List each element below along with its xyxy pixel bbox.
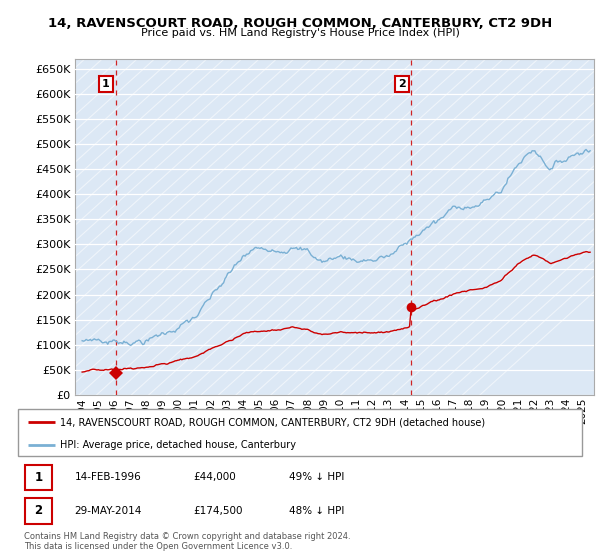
Text: Contains HM Land Registry data © Crown copyright and database right 2024.
This d: Contains HM Land Registry data © Crown c…	[24, 532, 350, 552]
FancyBboxPatch shape	[18, 409, 582, 456]
Text: 29-MAY-2014: 29-MAY-2014	[74, 506, 142, 516]
Text: 14, RAVENSCOURT ROAD, ROUGH COMMON, CANTERBURY, CT2 9DH: 14, RAVENSCOURT ROAD, ROUGH COMMON, CANT…	[48, 17, 552, 30]
Text: 2: 2	[398, 79, 406, 89]
Text: Price paid vs. HM Land Registry's House Price Index (HPI): Price paid vs. HM Land Registry's House …	[140, 28, 460, 38]
FancyBboxPatch shape	[25, 465, 52, 490]
Text: 1: 1	[34, 471, 43, 484]
Text: 48% ↓ HPI: 48% ↓ HPI	[289, 506, 344, 516]
Text: 2: 2	[34, 505, 43, 517]
Text: £174,500: £174,500	[193, 506, 242, 516]
Text: 49% ↓ HPI: 49% ↓ HPI	[289, 473, 344, 482]
FancyBboxPatch shape	[25, 498, 52, 524]
Text: 14-FEB-1996: 14-FEB-1996	[74, 473, 141, 482]
Text: 14, RAVENSCOURT ROAD, ROUGH COMMON, CANTERBURY, CT2 9DH (detached house): 14, RAVENSCOURT ROAD, ROUGH COMMON, CANT…	[60, 417, 485, 427]
Text: HPI: Average price, detached house, Canterbury: HPI: Average price, detached house, Cant…	[60, 440, 296, 450]
Text: £44,000: £44,000	[193, 473, 236, 482]
Text: 1: 1	[102, 79, 110, 89]
